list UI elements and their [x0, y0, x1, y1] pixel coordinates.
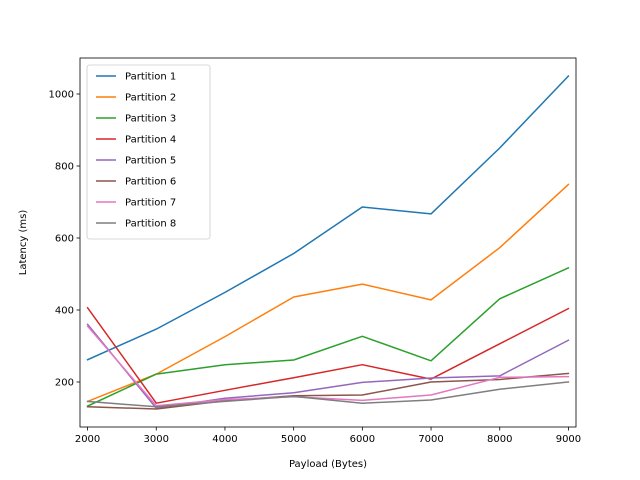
x-axis: 2000 3000 4000 5000 6000 7000 8000 9000 — [75, 427, 581, 445]
x-tick-label: 2000 — [75, 434, 100, 445]
y-tick-label: 800 — [55, 162, 74, 173]
y-tick-label: 600 — [55, 234, 74, 245]
legend-label-partition-3: Partition 3 — [125, 114, 176, 125]
x-tick-label: 6000 — [350, 434, 375, 445]
y-axis: 200 400 600 800 1000 — [49, 90, 80, 389]
legend-label-partition-4: Partition 4 — [125, 135, 176, 146]
series-line-partition-4 — [86, 306, 570, 404]
legend-label-partition-5: Partition 5 — [125, 156, 176, 167]
legend: Partition 1 Partition 2 Partition 3 Partiti… — [86, 64, 211, 240]
legend-frame — [86, 64, 211, 240]
legend-label-partition-1: Partition 1 — [125, 72, 176, 83]
series-line-partition-7 — [86, 325, 570, 407]
y-tick-label: 200 — [55, 378, 74, 389]
series-line-partition-2 — [86, 183, 570, 403]
series-lines — [86, 74, 570, 410]
y-tick-label: 1000 — [49, 90, 74, 101]
x-tick-label: 7000 — [418, 434, 443, 445]
plot-frame — [79, 57, 577, 428]
x-tick-label: 4000 — [212, 434, 237, 445]
legend-label-partition-7: Partition 7 — [125, 198, 176, 209]
y-tick-label: 400 — [55, 306, 74, 317]
x-tick-label: 5000 — [281, 434, 306, 445]
y-axis-label: Latency (ms) — [18, 210, 29, 276]
legend-label-partition-8: Partition 8 — [125, 219, 176, 230]
series-line-partition-1 — [86, 74, 570, 361]
legend-label-partition-6: Partition 6 — [125, 177, 176, 188]
x-tick-label: 8000 — [487, 434, 512, 445]
legend-label-partition-2: Partition 2 — [125, 93, 176, 104]
x-axis-label: Payload (Bytes) — [289, 459, 367, 470]
series-line-partition-8 — [86, 381, 570, 408]
x-tick-label: 9000 — [556, 434, 581, 445]
series-line-partition-3 — [86, 266, 570, 408]
x-tick-label: 3000 — [144, 434, 169, 445]
